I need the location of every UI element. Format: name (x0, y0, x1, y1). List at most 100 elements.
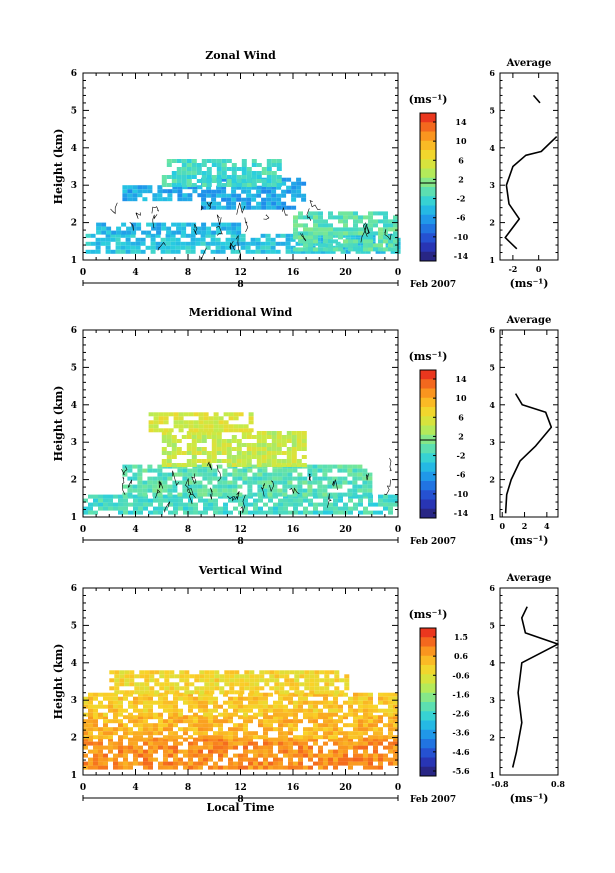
heatmap-cell (165, 237, 171, 242)
heatmap-cell (362, 480, 368, 485)
heatmap-cell (120, 241, 126, 246)
heatmap-cell (383, 723, 388, 728)
heatmap-cell (201, 451, 207, 455)
colorbar-unit: (ms⁻¹) (409, 93, 448, 106)
colorbar-frame (419, 627, 437, 777)
heatmap-cell (327, 464, 333, 469)
heatmap-cell (171, 443, 177, 447)
heatmap-cell (232, 472, 238, 477)
y-tick-label: 5 (71, 621, 77, 631)
x-tick-label: 16 (287, 783, 300, 793)
heatmap-cell (291, 431, 297, 435)
heatmap-cell (188, 727, 193, 732)
heatmap-cell (168, 712, 173, 717)
heatmap-cell (368, 223, 373, 228)
heatmap-cell (298, 737, 303, 742)
heatmap-cell (231, 167, 237, 171)
heatmap-cell (289, 670, 295, 675)
heatmap-cell (135, 241, 141, 246)
heatmap-cell (236, 175, 242, 179)
heatmap-cell (265, 249, 271, 254)
heatmap-cell (165, 241, 171, 246)
heatmap-cell (363, 708, 368, 713)
heatmap-cell (388, 761, 393, 766)
heatmap-cell (132, 464, 138, 469)
heatmap-cell (274, 682, 280, 687)
heatmap-cell (296, 185, 302, 190)
heatmap-cell (266, 175, 272, 179)
heatmap-cell (122, 468, 128, 473)
heatmap-cell (236, 459, 242, 463)
heatmap-cell (123, 749, 128, 754)
heatmap-cell (323, 735, 328, 740)
heatmap-cell (214, 674, 220, 679)
heatmap-cell (223, 715, 228, 720)
heatmap-cell (358, 708, 363, 713)
colorbar-band (420, 242, 436, 253)
heatmap-cell (281, 177, 287, 182)
heatmap-cell (223, 712, 228, 717)
heatmap-cell (108, 737, 113, 742)
heatmap-cell (378, 510, 383, 515)
heatmap-cell (216, 163, 222, 167)
heatmap-cell (203, 510, 208, 515)
heatmap-cell (189, 690, 195, 695)
heatmap-cell (352, 492, 358, 497)
heatmap-cell (323, 223, 328, 228)
heatmap-cell (214, 686, 220, 691)
colorbar-band (420, 490, 436, 500)
heatmap-cell (282, 492, 288, 497)
heatmap-cell (276, 163, 282, 167)
heatmap-cell (248, 412, 254, 417)
heatmap-cell (286, 455, 292, 459)
heatmap-cell (243, 510, 248, 515)
heatmap-cell (204, 682, 210, 687)
heatmap-cell (206, 183, 212, 187)
contour-line (384, 229, 392, 241)
heatmap-cell (173, 757, 178, 762)
y-tick-label: 4 (71, 401, 77, 411)
heatmap-cell (203, 745, 208, 750)
heatmap-cell (108, 719, 113, 724)
heatmap-cell (181, 167, 187, 171)
heatmap-cell (258, 723, 263, 728)
heatmap-cell (252, 472, 258, 477)
heatmap-cell (213, 715, 218, 720)
heatmap-cell (223, 424, 229, 429)
heatmap-cell (173, 498, 178, 503)
heatmap-cell (173, 412, 179, 417)
heatmap-cell (378, 708, 383, 713)
heatmap-cell (266, 463, 272, 467)
heatmap-cell (88, 761, 93, 766)
heatmap-cell (314, 686, 320, 691)
heatmap-cell (241, 205, 247, 210)
heatmap-cell (123, 502, 128, 507)
heatmap-cell (383, 692, 388, 697)
contour-line (327, 493, 332, 508)
heatmap-cell (122, 193, 128, 198)
heatmap-cell (276, 463, 282, 467)
heatmap-cell (233, 727, 238, 732)
heatmap-cell (373, 211, 378, 216)
heatmap-cell (143, 708, 148, 713)
heatmap-cell (206, 201, 212, 206)
heatmap-cell (271, 197, 277, 202)
heatmap-cell (268, 761, 273, 766)
heatmap-cell (258, 735, 263, 740)
heatmap-cell (281, 451, 287, 455)
heatmap-cell (218, 723, 223, 728)
contour-line (366, 226, 370, 235)
x-tick-label: 12 (234, 268, 247, 278)
heatmap-cell (88, 735, 93, 740)
heatmap-cell (383, 247, 388, 252)
heatmap-cell (113, 502, 118, 507)
heatmap-cell (266, 167, 272, 171)
heatmap-cell (95, 249, 101, 254)
heatmap-cell (168, 715, 173, 720)
heatmap-cell (271, 159, 277, 163)
heatmap-cell (201, 193, 207, 198)
heatmap-cell (158, 719, 163, 724)
heatmap-cell (144, 674, 150, 679)
heatmap-cell (358, 761, 363, 766)
heatmap-cell (208, 757, 213, 762)
